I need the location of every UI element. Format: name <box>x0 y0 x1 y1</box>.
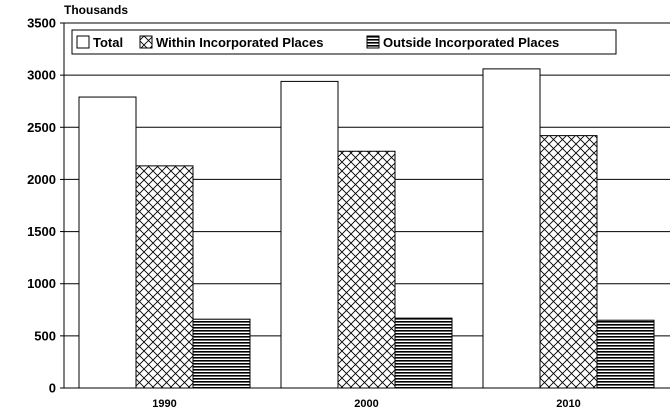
bar-2010-series-0 <box>482 68 541 389</box>
legend: Total Within Incorporated Places Outside… <box>71 29 617 55</box>
bar-1990-series-0 <box>78 96 137 389</box>
y-unit-label: Thousands <box>64 3 128 17</box>
bar-2000-series-0 <box>280 80 339 389</box>
legend-label-within: Within Incorporated Places <box>156 35 323 50</box>
bar-2000-series-1 <box>337 150 396 389</box>
legend-label-outside: Outside Incorporated Places <box>383 35 559 50</box>
bar-1990-series-1 <box>135 165 194 389</box>
bar-2000-series-2 <box>394 317 453 389</box>
y-axis-ticks: 0 500 1000 1500 2000 2500 3000 3500 <box>27 16 64 396</box>
legend-label-total: Total <box>93 35 123 50</box>
y-tick-label-2000: 2000 <box>27 172 56 187</box>
y-tick-label-2500: 2500 <box>27 120 56 135</box>
y-tick-label-3500: 3500 <box>27 16 56 31</box>
legend-swatch-within <box>139 35 153 49</box>
y-tick-label-0: 0 <box>49 381 56 396</box>
y-tick-label-1000: 1000 <box>27 276 56 291</box>
bar-2010-series-2 <box>596 319 655 389</box>
y-tick-label-1500: 1500 <box>27 224 56 239</box>
bar-2010-series-1 <box>539 135 598 389</box>
x-axis-ticks: 1990 2000 2010 <box>152 398 580 410</box>
legend-swatch-outside <box>366 35 380 49</box>
bar-1990-series-2 <box>192 318 251 389</box>
bars <box>78 68 655 389</box>
legend-box <box>71 29 617 55</box>
x-tick-label-2010: 2010 <box>556 398 580 410</box>
legend-swatch-total <box>76 35 90 49</box>
x-tick-label-1990: 1990 <box>152 398 176 410</box>
y-tick-label-3000: 3000 <box>27 68 56 83</box>
x-tick-label-2000: 2000 <box>354 398 378 410</box>
y-tick-label-500: 500 <box>34 328 56 343</box>
